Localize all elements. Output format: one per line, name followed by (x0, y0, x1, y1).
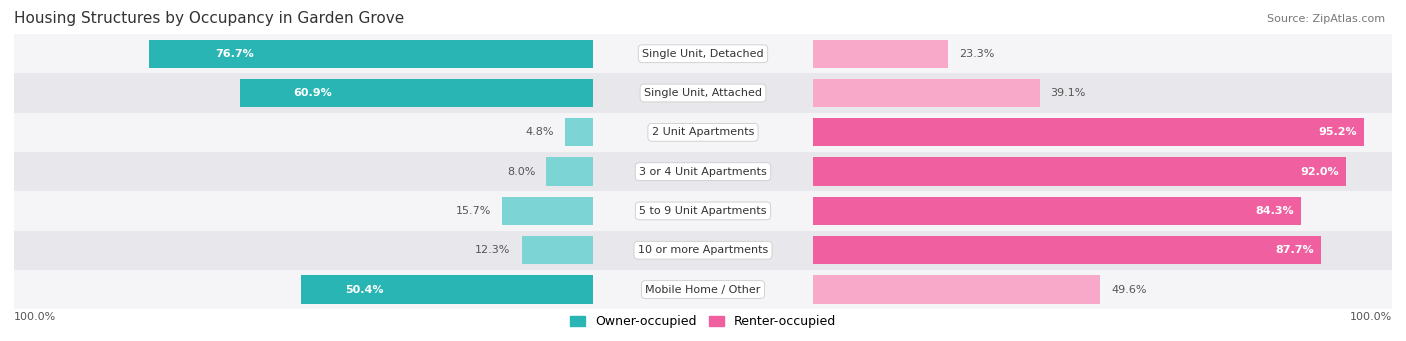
Text: 12.3%: 12.3% (475, 245, 510, 255)
Bar (14, 270, 1392, 309)
Bar (813, 79, 1039, 107)
Legend: Owner-occupied, Renter-occupied: Owner-occupied, Renter-occupied (565, 310, 841, 333)
Text: 100.0%: 100.0% (14, 312, 56, 322)
Text: 100.0%: 100.0% (1350, 312, 1392, 322)
Text: 8.0%: 8.0% (508, 167, 536, 177)
Bar (14, 231, 1392, 270)
Bar (502, 197, 593, 225)
Text: 3 or 4 Unit Apartments: 3 or 4 Unit Apartments (640, 167, 766, 177)
Bar (240, 79, 593, 107)
Text: 95.2%: 95.2% (1319, 127, 1357, 137)
Bar (14, 113, 1392, 152)
Text: 15.7%: 15.7% (456, 206, 491, 216)
Bar (565, 118, 593, 147)
Text: 84.3%: 84.3% (1256, 206, 1294, 216)
Text: 5 to 9 Unit Apartments: 5 to 9 Unit Apartments (640, 206, 766, 216)
Text: 39.1%: 39.1% (1050, 88, 1085, 98)
Bar (813, 118, 1364, 147)
Text: 92.0%: 92.0% (1301, 167, 1339, 177)
Text: 60.9%: 60.9% (294, 88, 332, 98)
Bar (301, 276, 593, 304)
Bar (14, 73, 1392, 113)
Text: 49.6%: 49.6% (1111, 284, 1147, 295)
Text: Mobile Home / Other: Mobile Home / Other (645, 284, 761, 295)
Bar (813, 40, 948, 68)
Text: 10 or more Apartments: 10 or more Apartments (638, 245, 768, 255)
Text: Housing Structures by Occupancy in Garden Grove: Housing Structures by Occupancy in Garde… (14, 11, 405, 26)
Text: Single Unit, Attached: Single Unit, Attached (644, 88, 762, 98)
Text: 2 Unit Apartments: 2 Unit Apartments (652, 127, 754, 137)
Text: Single Unit, Detached: Single Unit, Detached (643, 49, 763, 59)
Bar (14, 191, 1392, 231)
Bar (149, 40, 593, 68)
Text: 4.8%: 4.8% (526, 127, 554, 137)
Text: 87.7%: 87.7% (1275, 245, 1313, 255)
Text: Source: ZipAtlas.com: Source: ZipAtlas.com (1267, 14, 1385, 24)
Bar (14, 34, 1392, 73)
Bar (547, 158, 593, 186)
Text: 76.7%: 76.7% (215, 49, 254, 59)
Text: 50.4%: 50.4% (344, 284, 384, 295)
Bar (813, 158, 1346, 186)
Bar (813, 197, 1301, 225)
Bar (813, 236, 1320, 264)
Bar (522, 236, 593, 264)
Bar (813, 276, 1101, 304)
Bar (14, 152, 1392, 191)
Text: 23.3%: 23.3% (959, 49, 994, 59)
